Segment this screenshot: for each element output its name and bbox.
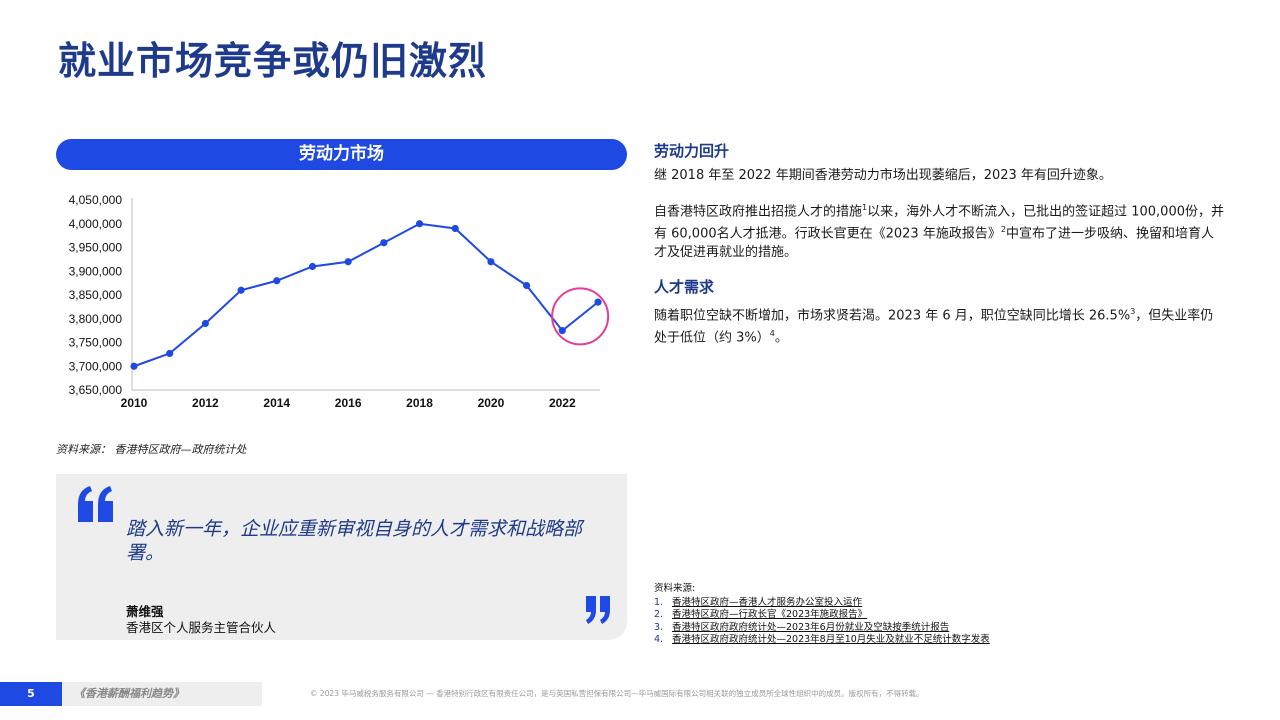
labour-paragraph-2: 自香港特区政府推出招揽人才的措施1以来，海外人才不断流入，已批出的签证超过 10… bbox=[654, 203, 1225, 260]
data-point bbox=[201, 319, 209, 328]
x-tick-label: 2012 bbox=[192, 396, 219, 410]
y-tick-label: 3,850,000 bbox=[69, 288, 123, 302]
footnote-ref-4: 4 bbox=[769, 328, 775, 338]
x-tick-label: 2010 bbox=[121, 396, 148, 410]
data-point bbox=[487, 258, 495, 266]
chart-source-note: 资料来源： 香港特区政府—政府统计处 bbox=[56, 443, 247, 456]
quote-box: 踏入新一年，企业应重新审视自身的人才需求和战略部署。 萧维强 香港区个人服务主管… bbox=[56, 474, 627, 640]
copyright-notice: © 2023 毕马威税务服务有限公司 — 香港特别行政区有限责任公司，是与英国私… bbox=[310, 689, 924, 698]
page-number: 5 bbox=[0, 682, 62, 706]
y-tick-label: 3,700,000 bbox=[69, 359, 123, 373]
chart-heading: 劳动力市场 bbox=[56, 139, 627, 170]
quote-text: 踏入新一年，企业应重新审视自身的人才需求和战略部署。 bbox=[126, 518, 583, 564]
x-tick-label: 2016 bbox=[335, 396, 362, 410]
sources-list: 资料来源: 1. 香港特区政府—香港人才服务办公室投入运作 2. 香港特区政府—行政… bbox=[654, 583, 990, 647]
quote-author-role: 香港区个人服务主管合伙人 bbox=[126, 620, 277, 635]
footnote-ref-3: 3 bbox=[1130, 306, 1136, 316]
data-point bbox=[344, 258, 352, 266]
data-point bbox=[273, 277, 281, 285]
data-point bbox=[166, 349, 174, 358]
y-tick-label: 4,000,000 bbox=[69, 217, 123, 231]
y-tick-label: 3,900,000 bbox=[69, 264, 123, 278]
y-tick-label: 3,800,000 bbox=[69, 312, 123, 326]
source-item: 2. 香港特区政府—行政长官《2023年施政报告》 bbox=[654, 609, 868, 620]
right-column: 劳动力回升 继 2018 年至 2022 年期间香港劳动力市场出现萎缩后，202… bbox=[654, 140, 1226, 361]
y-tick-label: 3,750,000 bbox=[69, 336, 123, 350]
source-link-3[interactable]: 香港特区政府政府统计处—2023年6月份就业及空缺按季统计报告 bbox=[672, 621, 950, 633]
source-link-1[interactable]: 香港特区政府—香港人才服务办公室投入运作 bbox=[672, 596, 863, 608]
labour-paragraph-1: 继 2018 年至 2022 年期间香港劳动力市场出现萎缩后，2023 年有回升… bbox=[654, 168, 1112, 183]
footnote-ref-1: 1 bbox=[862, 203, 868, 212]
y-tick-label: 3,950,000 bbox=[69, 241, 123, 255]
page-title: 就业市场竞争或仍旧激烈 bbox=[58, 39, 488, 83]
data-point bbox=[237, 286, 245, 294]
data-point bbox=[130, 362, 138, 370]
x-tick-label: 2014 bbox=[263, 396, 290, 410]
section-heading-talent: 人才需求 bbox=[654, 277, 715, 296]
publication-name: 《香港薪酬福利趋势》 bbox=[62, 682, 262, 706]
source-link-2[interactable]: 香港特区政府—行政长官《2023年施政报告》 bbox=[672, 609, 868, 620]
data-point bbox=[415, 220, 424, 228]
close-quote-icon bbox=[586, 596, 610, 624]
data-point bbox=[308, 262, 317, 271]
data-point bbox=[558, 327, 566, 335]
highlight-circle bbox=[551, 287, 610, 346]
x-tick-label: 2020 bbox=[478, 396, 505, 410]
open-quote-icon bbox=[78, 486, 113, 522]
x-tick-label: 2018 bbox=[406, 396, 433, 410]
sources-label: 资料来源: bbox=[654, 583, 696, 594]
source-link-4[interactable]: 香港特区政府政府统计处—2023年8月至10月失业及就业不足统计数字发表 bbox=[672, 634, 990, 645]
talent-paragraph: 随着职位空缺不断增加，市场求贤若渴。2023 年 6 月，职位空缺同比增长 26… bbox=[654, 306, 1214, 346]
source-item: 3. 香港特区政府政府统计处—2023年6月份就业及空缺按季统计报告 bbox=[654, 621, 950, 633]
source-item: 4. 香港特区政府政府统计处—2023年8月至10月失业及就业不足统计数字发表 bbox=[654, 634, 990, 645]
y-tick-label: 3,650,000 bbox=[69, 383, 123, 397]
series-line bbox=[133, 222, 599, 368]
footnote-ref-2: 2 bbox=[1000, 225, 1006, 235]
y-tick-label: 4,050,000 bbox=[69, 193, 123, 207]
quote-author: 萧维强 bbox=[126, 604, 164, 619]
data-point bbox=[594, 298, 602, 306]
data-point bbox=[451, 224, 459, 233]
labour-force-line-chart: 3,650,000 3,700,000 3,750,000 3,800,000 3,85… bbox=[69, 193, 610, 410]
data-point bbox=[523, 281, 531, 290]
data-point bbox=[380, 239, 388, 247]
footer: 5 《香港薪酬福利趋势》 © 2023 毕马威税务服务有限公司 — 香港特别行政… bbox=[0, 682, 1280, 706]
source-item: 1. 香港特区政府—香港人才服务办公室投入运作 bbox=[654, 596, 863, 608]
x-tick-label: 2022 bbox=[549, 396, 576, 410]
section-heading-labour: 劳动力回升 bbox=[654, 142, 730, 160]
